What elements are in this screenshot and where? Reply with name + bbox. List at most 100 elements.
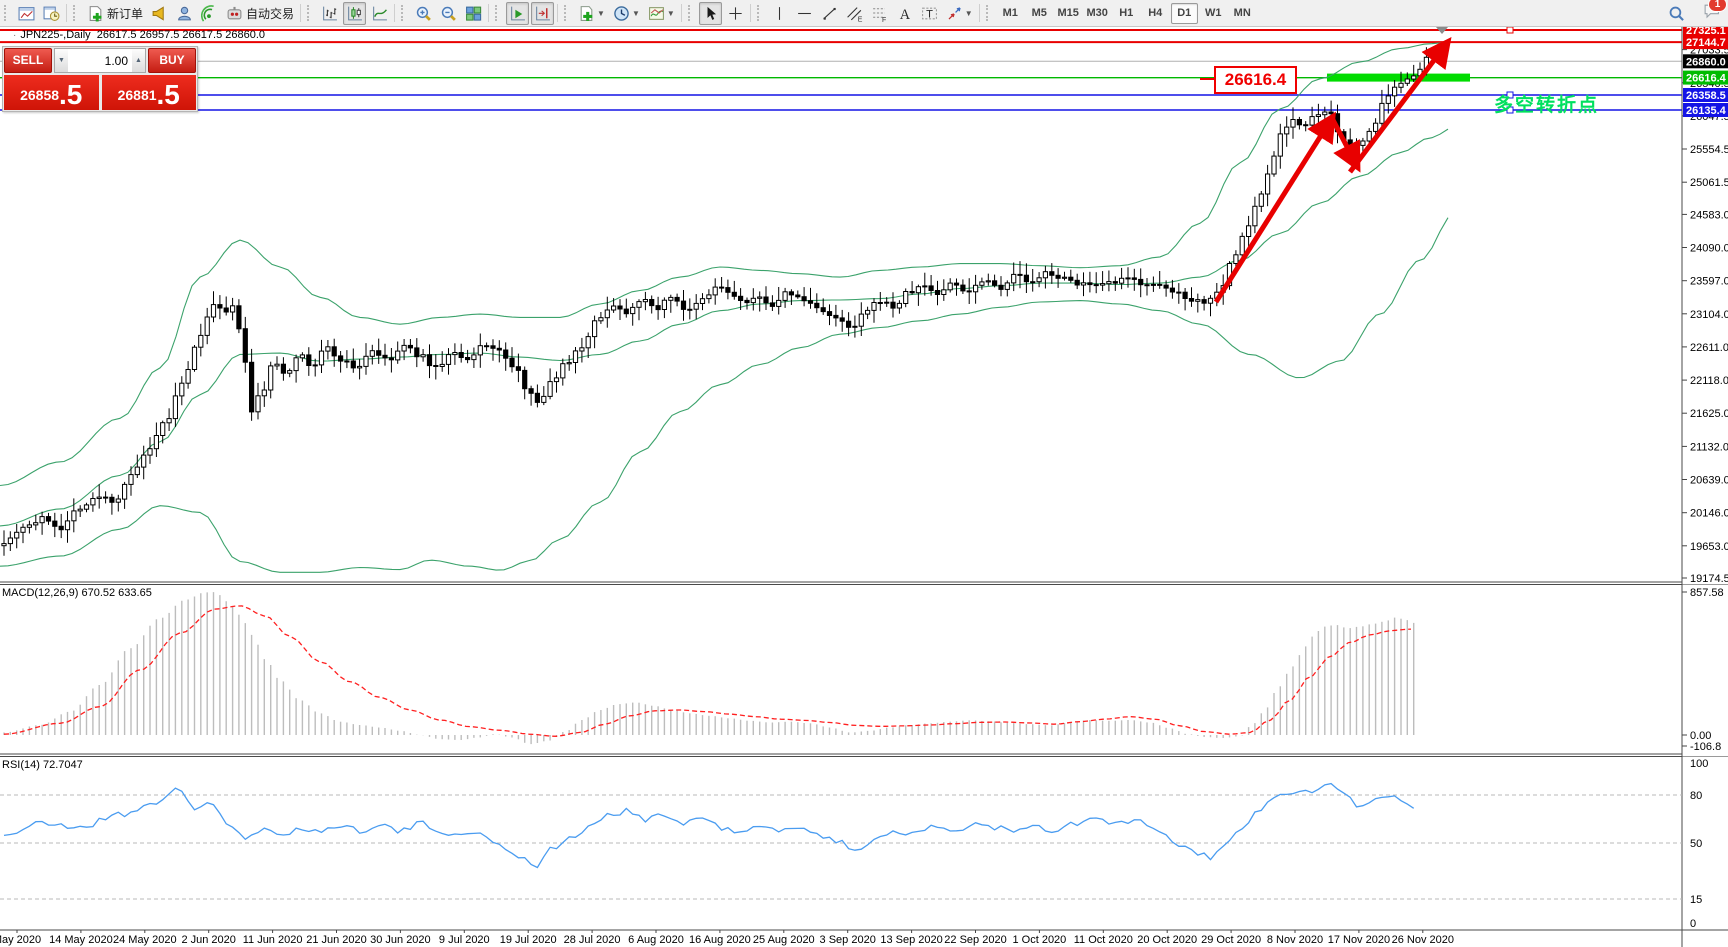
toolbar-drag-handle[interactable] bbox=[307, 5, 314, 21]
periods-icon bbox=[614, 5, 629, 21]
chart-annotation-text[interactable]: 多空转折点 bbox=[1494, 95, 1600, 116]
timeframe-button-w1[interactable]: W1 bbox=[1204, 6, 1222, 19]
notification-badge: 1 bbox=[1708, 0, 1727, 12]
trend-arrow-2[interactable] bbox=[1329, 116, 1361, 173]
rsi-indicator-label: RSI(14) 72.7047 bbox=[2, 759, 83, 771]
toolbar-drag-handle[interactable] bbox=[687, 5, 695, 21]
toolbar-drag-handle[interactable] bbox=[564, 5, 571, 21]
line-handle[interactable] bbox=[1506, 26, 1514, 34]
volume-input[interactable] bbox=[68, 49, 132, 72]
signals-button[interactable] bbox=[198, 2, 221, 25]
timeframe-button-h4[interactable]: H4 bbox=[1148, 6, 1163, 19]
timeframe-button-m1[interactable]: M1 bbox=[1002, 6, 1018, 19]
search-icon bbox=[1669, 6, 1684, 21]
news-button[interactable] bbox=[148, 2, 171, 25]
svg-text:24583.0: 24583.0 bbox=[1690, 209, 1728, 221]
hline-icon bbox=[797, 12, 811, 14]
chart-profile-icon bbox=[43, 6, 60, 21]
svg-text:21132.0: 21132.0 bbox=[1690, 441, 1728, 453]
sell-button[interactable]: SELL bbox=[4, 48, 52, 73]
svg-text:26 Nov 2020: 26 Nov 2020 bbox=[1392, 934, 1454, 946]
zoom-out-button[interactable] bbox=[437, 2, 460, 25]
dropdown-arrow-icon[interactable]: ▼ bbox=[597, 8, 605, 18]
support-zone-bar[interactable] bbox=[1327, 73, 1470, 82]
svg-text:25061.5: 25061.5 bbox=[1690, 177, 1728, 189]
svg-text:E: E bbox=[857, 16, 862, 22]
label-tool-button[interactable]: T bbox=[918, 2, 941, 25]
svg-text:19 Jul 2020: 19 Jul 2020 bbox=[500, 934, 557, 946]
toolbar-drag-handle[interactable] bbox=[495, 5, 502, 21]
toolbar-separator bbox=[66, 4, 67, 22]
svg-text:A: A bbox=[900, 6, 911, 21]
toolbar-drag-handle[interactable] bbox=[73, 5, 80, 21]
toolbar-separator bbox=[749, 4, 751, 22]
volume-decrease-button[interactable]: ▼ bbox=[55, 49, 68, 72]
toolbar-drag-handle[interactable] bbox=[756, 5, 764, 21]
add-indicator-button[interactable]: ▼ bbox=[575, 2, 608, 25]
hline-button[interactable] bbox=[793, 2, 816, 25]
new-order-button[interactable]: 新订单 bbox=[84, 2, 146, 25]
chart-profile-button[interactable] bbox=[40, 2, 63, 25]
timeframe-button-m5[interactable]: M5 bbox=[1031, 6, 1047, 19]
svg-text:20146.0: 20146.0 bbox=[1690, 508, 1728, 520]
svg-text:25554.5: 25554.5 bbox=[1690, 144, 1728, 156]
trendline-icon bbox=[823, 7, 836, 20]
timeframe-button-mn[interactable]: MN bbox=[1233, 6, 1251, 19]
price-badge bbox=[1683, 35, 1728, 50]
auto-trading-button[interactable]: 自动交易 bbox=[223, 2, 297, 25]
timeframe-button-h1[interactable]: H1 bbox=[1119, 6, 1134, 19]
timeframe-button-d1[interactable]: D1 bbox=[1170, 2, 1198, 24]
toolbar-drag-handle[interactable] bbox=[4, 5, 11, 21]
trendline-button[interactable] bbox=[818, 2, 841, 25]
auto-scroll-button[interactable] bbox=[506, 1, 530, 25]
arrow-down-marker[interactable] bbox=[1436, 27, 1448, 34]
timeframe-button-m30[interactable]: M30 bbox=[1086, 6, 1108, 19]
expert-advisor-button[interactable] bbox=[173, 2, 196, 25]
bar-chart-button[interactable] bbox=[318, 2, 341, 25]
shapes-button[interactable]: ▼ bbox=[943, 2, 976, 25]
chart-shift-button[interactable] bbox=[531, 1, 555, 25]
tile-windows-button[interactable] bbox=[462, 2, 485, 25]
chat-button[interactable]: 1 bbox=[1703, 0, 1727, 24]
channel-button[interactable]: E bbox=[843, 2, 866, 25]
svg-text:14 May 2020: 14 May 2020 bbox=[49, 934, 113, 946]
text-tool-button[interactable]: A bbox=[893, 2, 916, 25]
dropdown-arrow-icon[interactable]: ▼ bbox=[666, 8, 675, 18]
svg-text:13 Sep 2020: 13 Sep 2020 bbox=[880, 934, 942, 946]
templates-button[interactable]: ▼ bbox=[645, 2, 678, 25]
svg-text:19653.0: 19653.0 bbox=[1690, 541, 1728, 553]
search-button[interactable] bbox=[1665, 2, 1688, 25]
toolbar-drag-handle[interactable] bbox=[401, 5, 408, 21]
line-handle[interactable] bbox=[1506, 91, 1514, 99]
buy-button[interactable]: BUY bbox=[148, 48, 196, 73]
line-chart-button[interactable] bbox=[368, 2, 391, 25]
svg-text:26135.4: 26135.4 bbox=[1686, 105, 1727, 117]
periods-button[interactable]: ▼ bbox=[610, 2, 643, 25]
line-handle[interactable] bbox=[1506, 106, 1514, 114]
news-icon bbox=[152, 5, 164, 21]
dropdown-arrow-icon[interactable]: ▼ bbox=[631, 8, 640, 18]
chart-window-button[interactable] bbox=[15, 2, 38, 25]
svg-text:0: 0 bbox=[1690, 918, 1696, 930]
timeframe-button-m15[interactable]: M15 bbox=[1057, 6, 1079, 19]
crosshair-button[interactable] bbox=[724, 2, 747, 25]
trend-arrow-1[interactable] bbox=[1213, 111, 1336, 304]
zoom-in-button[interactable] bbox=[412, 2, 435, 25]
fibonacci-button[interactable]: F bbox=[868, 2, 891, 25]
dropdown-arrow-icon[interactable]: ▼ bbox=[964, 8, 973, 18]
trend-arrow-3[interactable] bbox=[1348, 37, 1452, 174]
bollinger-lower-band bbox=[0, 217, 1449, 573]
callout-tick bbox=[1200, 78, 1214, 80]
candle-chart-button[interactable] bbox=[343, 1, 367, 25]
cursor-button[interactable] bbox=[698, 1, 722, 25]
buy-price-display[interactable]: 26881 .5 bbox=[101, 75, 196, 110]
price-callout-label[interactable]: 26616.4 bbox=[1214, 66, 1297, 94]
add-indicator-icon bbox=[580, 5, 593, 21]
vline-button[interactable] bbox=[768, 2, 791, 25]
sell-price-display[interactable]: 26858 .5 bbox=[4, 75, 99, 110]
volume-increase-button[interactable]: ▲ bbox=[132, 49, 145, 72]
sell-price-pips: .5 bbox=[59, 79, 83, 110]
toolbar-drag-handle[interactable] bbox=[985, 5, 993, 21]
